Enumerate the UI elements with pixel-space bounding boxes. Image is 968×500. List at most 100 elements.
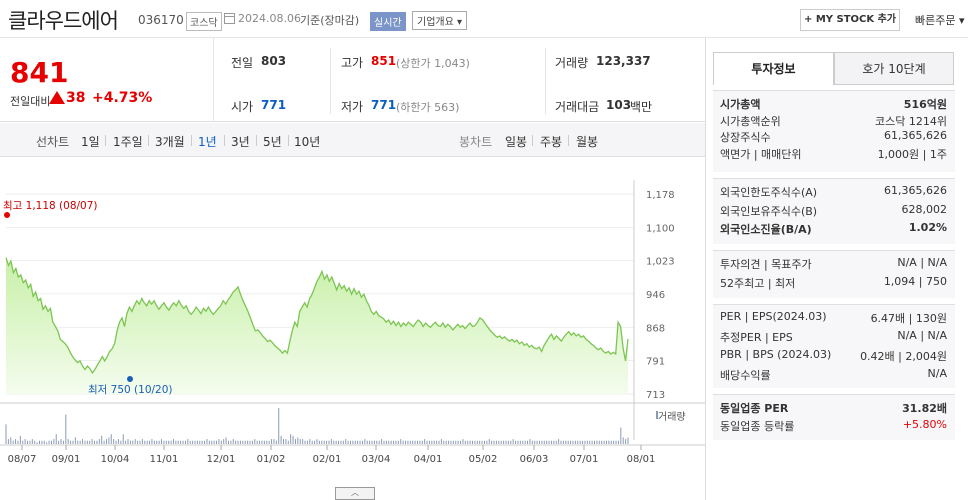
- y-tick-label: 1,178: [646, 190, 675, 201]
- upper-limit: (상한가 1,043): [396, 57, 470, 70]
- info-value: N/A | N/A: [897, 329, 947, 342]
- tab-3m[interactable]: 3개월: [155, 135, 185, 149]
- x-tick-label: 10/04: [101, 454, 130, 465]
- low-label: 최저 750 (10/20): [88, 384, 173, 396]
- info-label: 외국인보유주식수(B): [720, 204, 818, 218]
- add-mystock-button[interactable]: + MY STOCK 추가: [800, 9, 900, 31]
- volume-value: 123,337: [596, 54, 651, 68]
- info-label: 동일업종 PER: [720, 402, 789, 415]
- info-label: 시가총액순위: [720, 114, 781, 128]
- divider: [213, 38, 214, 122]
- info-value: 628,002: [901, 202, 948, 216]
- info-value: 코스닥 1214위: [875, 114, 947, 128]
- price-panel: [0, 38, 705, 122]
- info-label: 배당수익률: [720, 369, 771, 382]
- info-label: PBR | BPS (2024.03): [720, 348, 832, 361]
- high-marker: [4, 212, 10, 218]
- x-tick-label: 12/01: [207, 454, 236, 465]
- y-tick-label: 791: [646, 356, 665, 367]
- divider: [568, 135, 569, 146]
- stock-name: 클라우드에어: [8, 9, 119, 33]
- x-tick-label: 05/02: [469, 454, 498, 465]
- y-tick-label: 1,100: [646, 224, 675, 235]
- tab-1d[interactable]: 1일: [81, 135, 100, 149]
- collapse-button[interactable]: ︿: [335, 487, 375, 500]
- info-label: 투자의견 | 목표주가: [720, 258, 812, 271]
- high-label: 최고 1,118 (08/07): [3, 200, 98, 212]
- y-tick-label: 713: [646, 390, 665, 401]
- info-group-target: [713, 250, 955, 298]
- info-label: 추정PER | EPS: [720, 331, 793, 344]
- tab-1w[interactable]: 1주일: [113, 135, 143, 149]
- tab-10y[interactable]: 10년: [294, 135, 321, 149]
- tab-3y[interactable]: 3년: [231, 135, 250, 149]
- info-value: 1.02%: [908, 221, 947, 234]
- divider: [545, 48, 546, 114]
- lower-limit: (하한가 563): [396, 101, 460, 114]
- stock-header: [0, 0, 968, 38]
- info-label: PER | EPS(2024.03): [720, 310, 827, 323]
- info-label: 액면가 | 매매단위: [720, 147, 802, 161]
- x-tick-label: 04/01: [414, 454, 443, 465]
- period-tab-bar: [0, 123, 705, 157]
- basis-text: 기준(장마감): [300, 14, 360, 27]
- x-tick-label: 01/02: [257, 454, 286, 465]
- divider: [532, 135, 533, 146]
- date-text: 2024.08.06: [238, 12, 301, 25]
- divider: [191, 135, 192, 146]
- low-value: 771: [371, 98, 397, 112]
- info-label: 52주최고 | 최저: [720, 277, 796, 290]
- price-chart[interactable]: 1,178 1,100 1,023 946 868 791 713 최고 1,118 (08/…: [0, 180, 705, 490]
- divider: [288, 135, 289, 146]
- y-tick-label: 946: [646, 290, 665, 301]
- amount-label: 거래대금: [555, 100, 600, 114]
- info-value: 31.82배: [902, 402, 947, 415]
- divider: [256, 135, 257, 146]
- diff-label: 전일대비: [10, 95, 51, 108]
- high-value: 851: [371, 54, 397, 68]
- open-value: 771: [261, 98, 287, 112]
- company-overview-button[interactable]: 기업개요 ▾: [412, 11, 467, 30]
- info-label: 외국인소진율(B/A): [720, 223, 812, 236]
- stock-code: 036170: [138, 13, 184, 27]
- high-label: 고가: [341, 56, 364, 70]
- x-tick-label: 08/01: [627, 454, 656, 465]
- info-label: 외국인한도주식수(A): [720, 186, 818, 199]
- info-value: 1,094 | 750: [883, 275, 947, 288]
- tab-monthly[interactable]: 월봉: [576, 135, 599, 149]
- info-value: N/A: [927, 367, 947, 380]
- divider: [148, 135, 149, 146]
- side-panel: [705, 38, 968, 500]
- low-marker: [127, 376, 133, 382]
- y-tick-label: 1,023: [646, 257, 675, 268]
- realtime-button[interactable]: 실시간: [370, 12, 406, 31]
- tab-weekly[interactable]: 주봉: [540, 135, 563, 149]
- candle-chart-label: 봉차트: [459, 135, 493, 149]
- info-group-marketcap: [713, 90, 955, 172]
- info-group-foreign: [713, 178, 955, 244]
- tab-1y[interactable]: 1년: [198, 135, 217, 149]
- divider: [224, 135, 225, 146]
- info-group-sector: [713, 394, 955, 440]
- current-price: 841: [10, 56, 69, 89]
- fast-order-button[interactable]: 빠른주문 ▾: [915, 14, 965, 27]
- x-tick-label: 08/07: [8, 454, 37, 465]
- prev-close-label: 전일: [231, 56, 254, 70]
- prev-close-value: 803: [261, 54, 287, 68]
- divider: [105, 135, 106, 146]
- up-arrow-icon: [49, 91, 65, 104]
- x-tick-label: 09/01: [52, 454, 81, 465]
- x-tick-label: 07/01: [570, 454, 599, 465]
- info-label: 상장주식수: [720, 131, 771, 144]
- tab-5y[interactable]: 5년: [263, 135, 282, 149]
- info-value: 6.47배 | 130원: [870, 312, 947, 325]
- tab-order-book[interactable]: 호가 10단계: [834, 52, 954, 85]
- tab-daily[interactable]: 일봉: [505, 135, 528, 149]
- info-value: 516억원: [903, 98, 947, 111]
- low-label: 저가: [341, 100, 364, 114]
- info-value: 0.42배 | 2,004원: [860, 350, 947, 363]
- line-chart-label: 선차트: [36, 135, 70, 149]
- info-value: 61,365,626: [884, 129, 947, 142]
- volume-legend: 거래량: [658, 412, 686, 423]
- tab-investment-info[interactable]: 투자정보: [713, 52, 834, 85]
